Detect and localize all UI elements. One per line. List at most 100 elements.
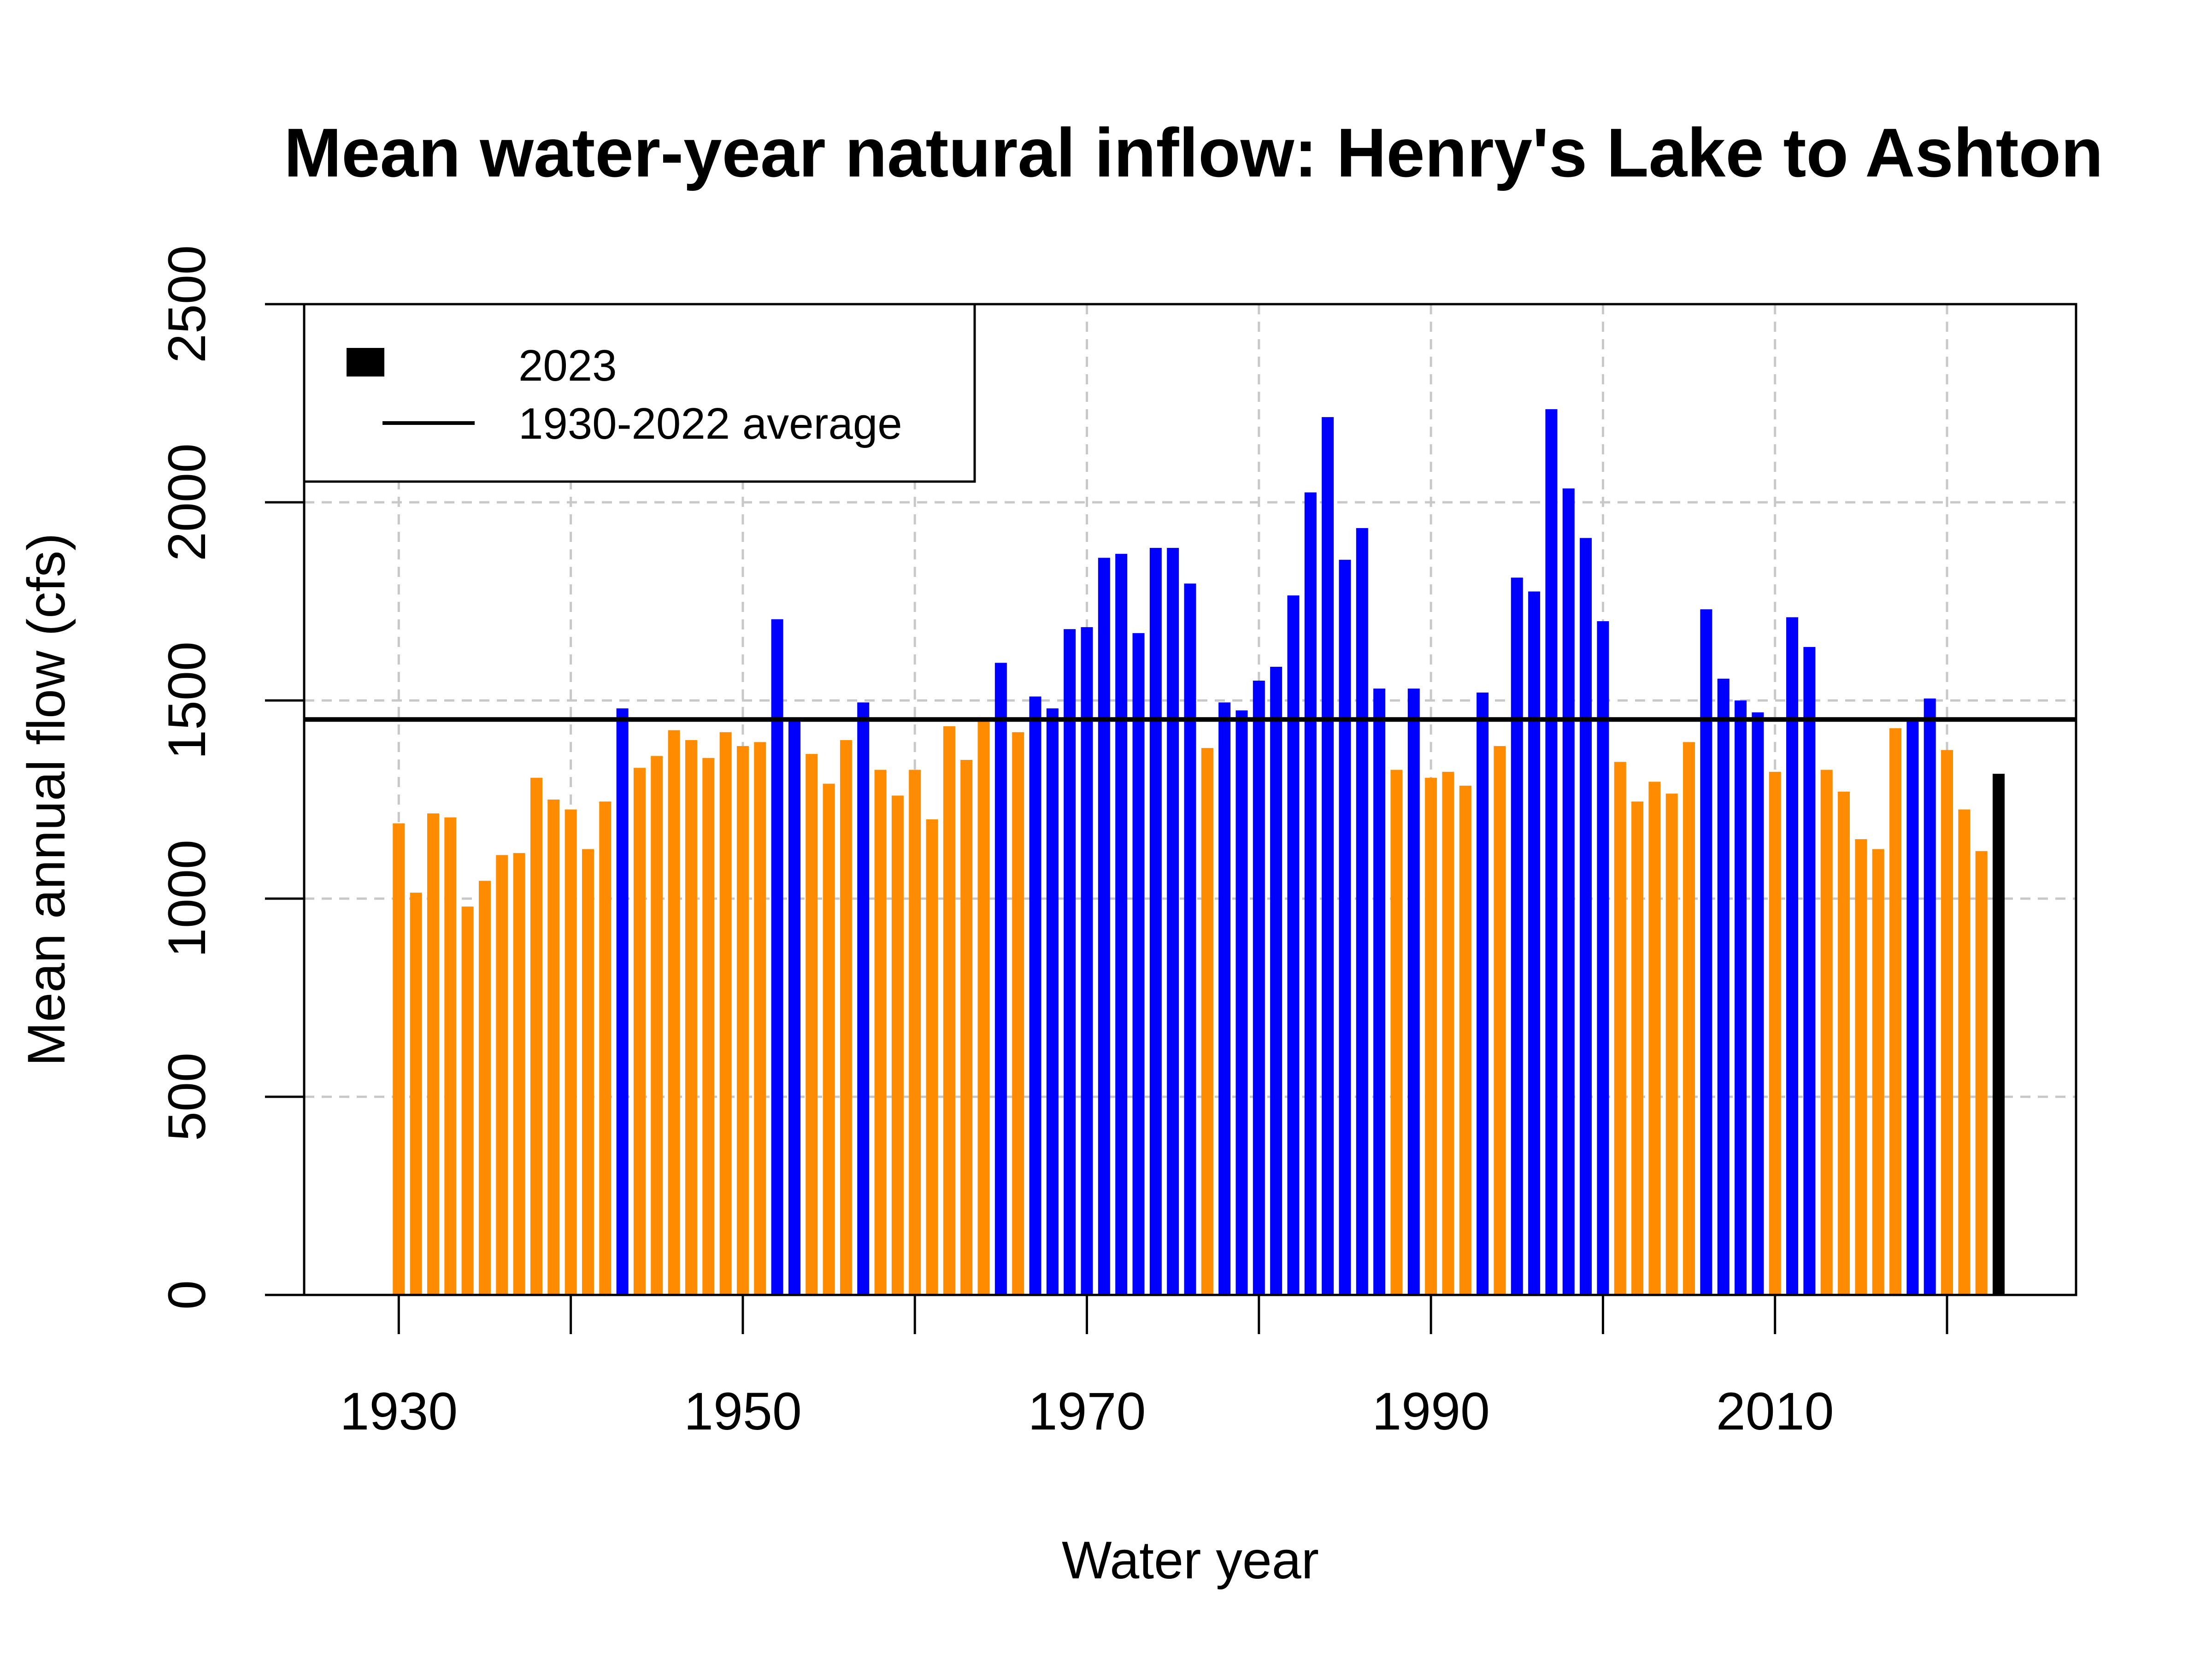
bar-1973 [1132, 633, 1145, 1295]
bar-2011 [1786, 617, 1799, 1295]
bar-1951 [754, 742, 766, 1295]
bar-1999 [1580, 538, 1592, 1295]
bar-1943 [616, 708, 629, 1295]
bar-2014 [1838, 791, 1850, 1295]
y-axis: 0 500 1000 1500 2000 2500 [158, 245, 306, 1310]
bar-1974 [1149, 547, 1162, 1295]
legend-box [303, 303, 976, 483]
bar-1990 [1425, 777, 1437, 1295]
bar-1970 [1081, 627, 1093, 1295]
legend-2023-swatch [347, 348, 384, 377]
legend-2023-label: 2023 [518, 341, 617, 390]
bar-1988 [1390, 770, 1403, 1295]
bar-1940 [565, 809, 577, 1295]
bar-2021 [1958, 809, 1971, 1295]
bar-1986 [1356, 528, 1368, 1295]
bar-1942 [599, 801, 612, 1295]
bar-2003 [1648, 782, 1661, 1295]
y-axis-label: Mean annual flow (cfs) [17, 533, 76, 1066]
bar-1962 [943, 726, 955, 1295]
bar-1998 [1562, 488, 1575, 1295]
bar-1969 [1064, 629, 1076, 1295]
bar-1958 [874, 770, 887, 1295]
bar-1948 [702, 758, 715, 1295]
bar-1965 [994, 663, 1007, 1295]
bar-1982 [1287, 595, 1300, 1295]
bar-1995 [1511, 577, 1523, 1295]
bar-1954 [806, 754, 818, 1295]
bar-2016 [1872, 849, 1884, 1295]
bar-1997 [1545, 409, 1558, 1295]
bar-1941 [582, 849, 594, 1295]
bar-1984 [1322, 417, 1334, 1295]
bar-1959 [891, 795, 904, 1295]
bar-1966 [1012, 732, 1024, 1295]
bar-1991 [1442, 771, 1454, 1295]
bar-1976 [1184, 583, 1196, 1295]
bar-1952 [771, 619, 783, 1295]
bar-1946 [668, 730, 680, 1295]
bar-2020 [1941, 750, 1953, 1295]
chart-title: Mean water-year natural inflow: Henry's … [284, 114, 2103, 191]
x-tick-label: 1990 [1372, 1382, 1490, 1441]
bar-1936 [496, 855, 508, 1295]
bar-1957 [857, 702, 870, 1295]
bar-2019 [1924, 698, 1936, 1295]
bar-1993 [1477, 692, 1489, 1295]
bar-1971 [1098, 558, 1110, 1295]
legend: 2023 1930-2022 average [303, 303, 976, 483]
y-tick-label: 2000 [158, 443, 217, 561]
y-tick-label: 1500 [158, 641, 217, 759]
bar-1955 [823, 783, 835, 1295]
bar-2023 [1993, 774, 2005, 1295]
x-tick-label: 1970 [1028, 1382, 1146, 1441]
y-tick-label: 2500 [158, 245, 217, 363]
bar-1945 [651, 756, 663, 1295]
bar-1994 [1494, 746, 1506, 1295]
bar-2004 [1665, 794, 1678, 1295]
bar-2000 [1597, 621, 1609, 1295]
bar-1992 [1459, 785, 1471, 1295]
y-tick-label: 0 [158, 1280, 217, 1310]
bar-2013 [1820, 770, 1833, 1295]
bar-1938 [530, 777, 542, 1295]
bar-1987 [1373, 688, 1386, 1295]
bar-1935 [478, 881, 491, 1295]
bar-1937 [513, 853, 525, 1295]
bar-1949 [719, 732, 732, 1295]
bar-2009 [1752, 712, 1764, 1295]
x-tick-label: 1950 [684, 1382, 802, 1441]
bar-2002 [1631, 801, 1644, 1295]
bar-1977 [1201, 748, 1213, 1295]
bar-1931 [410, 893, 422, 1295]
x-axis: 1930 1950 1970 1990 2010 [340, 1294, 1948, 1441]
bar-1950 [736, 746, 749, 1295]
bar-1956 [840, 740, 852, 1295]
bar-1967 [1029, 696, 1041, 1295]
x-tick-label: 1930 [340, 1382, 458, 1441]
bar-1996 [1528, 591, 1541, 1295]
y-tick-label: 1000 [158, 840, 217, 958]
bar-2006 [1700, 609, 1712, 1295]
bar-2008 [1735, 700, 1747, 1295]
bar-1980 [1253, 681, 1265, 1295]
bar-2015 [1855, 839, 1867, 1295]
bar-1979 [1235, 710, 1248, 1295]
bar-1953 [788, 718, 800, 1295]
bar-series [393, 409, 2005, 1295]
bar-1964 [977, 720, 990, 1295]
bar-1983 [1304, 492, 1317, 1295]
bar-1960 [909, 770, 921, 1295]
bar-1968 [1046, 708, 1059, 1295]
bar-1985 [1339, 559, 1351, 1295]
bar-1933 [444, 817, 457, 1295]
bar-1932 [427, 813, 439, 1295]
bar-2010 [1769, 771, 1781, 1295]
bar-1989 [1407, 688, 1420, 1295]
legend-average-label: 1930-2022 average [518, 399, 902, 448]
bar-1963 [960, 760, 973, 1295]
bar-1939 [547, 800, 560, 1295]
y-tick-label: 500 [158, 1053, 217, 1141]
bar-2022 [1975, 851, 1988, 1295]
